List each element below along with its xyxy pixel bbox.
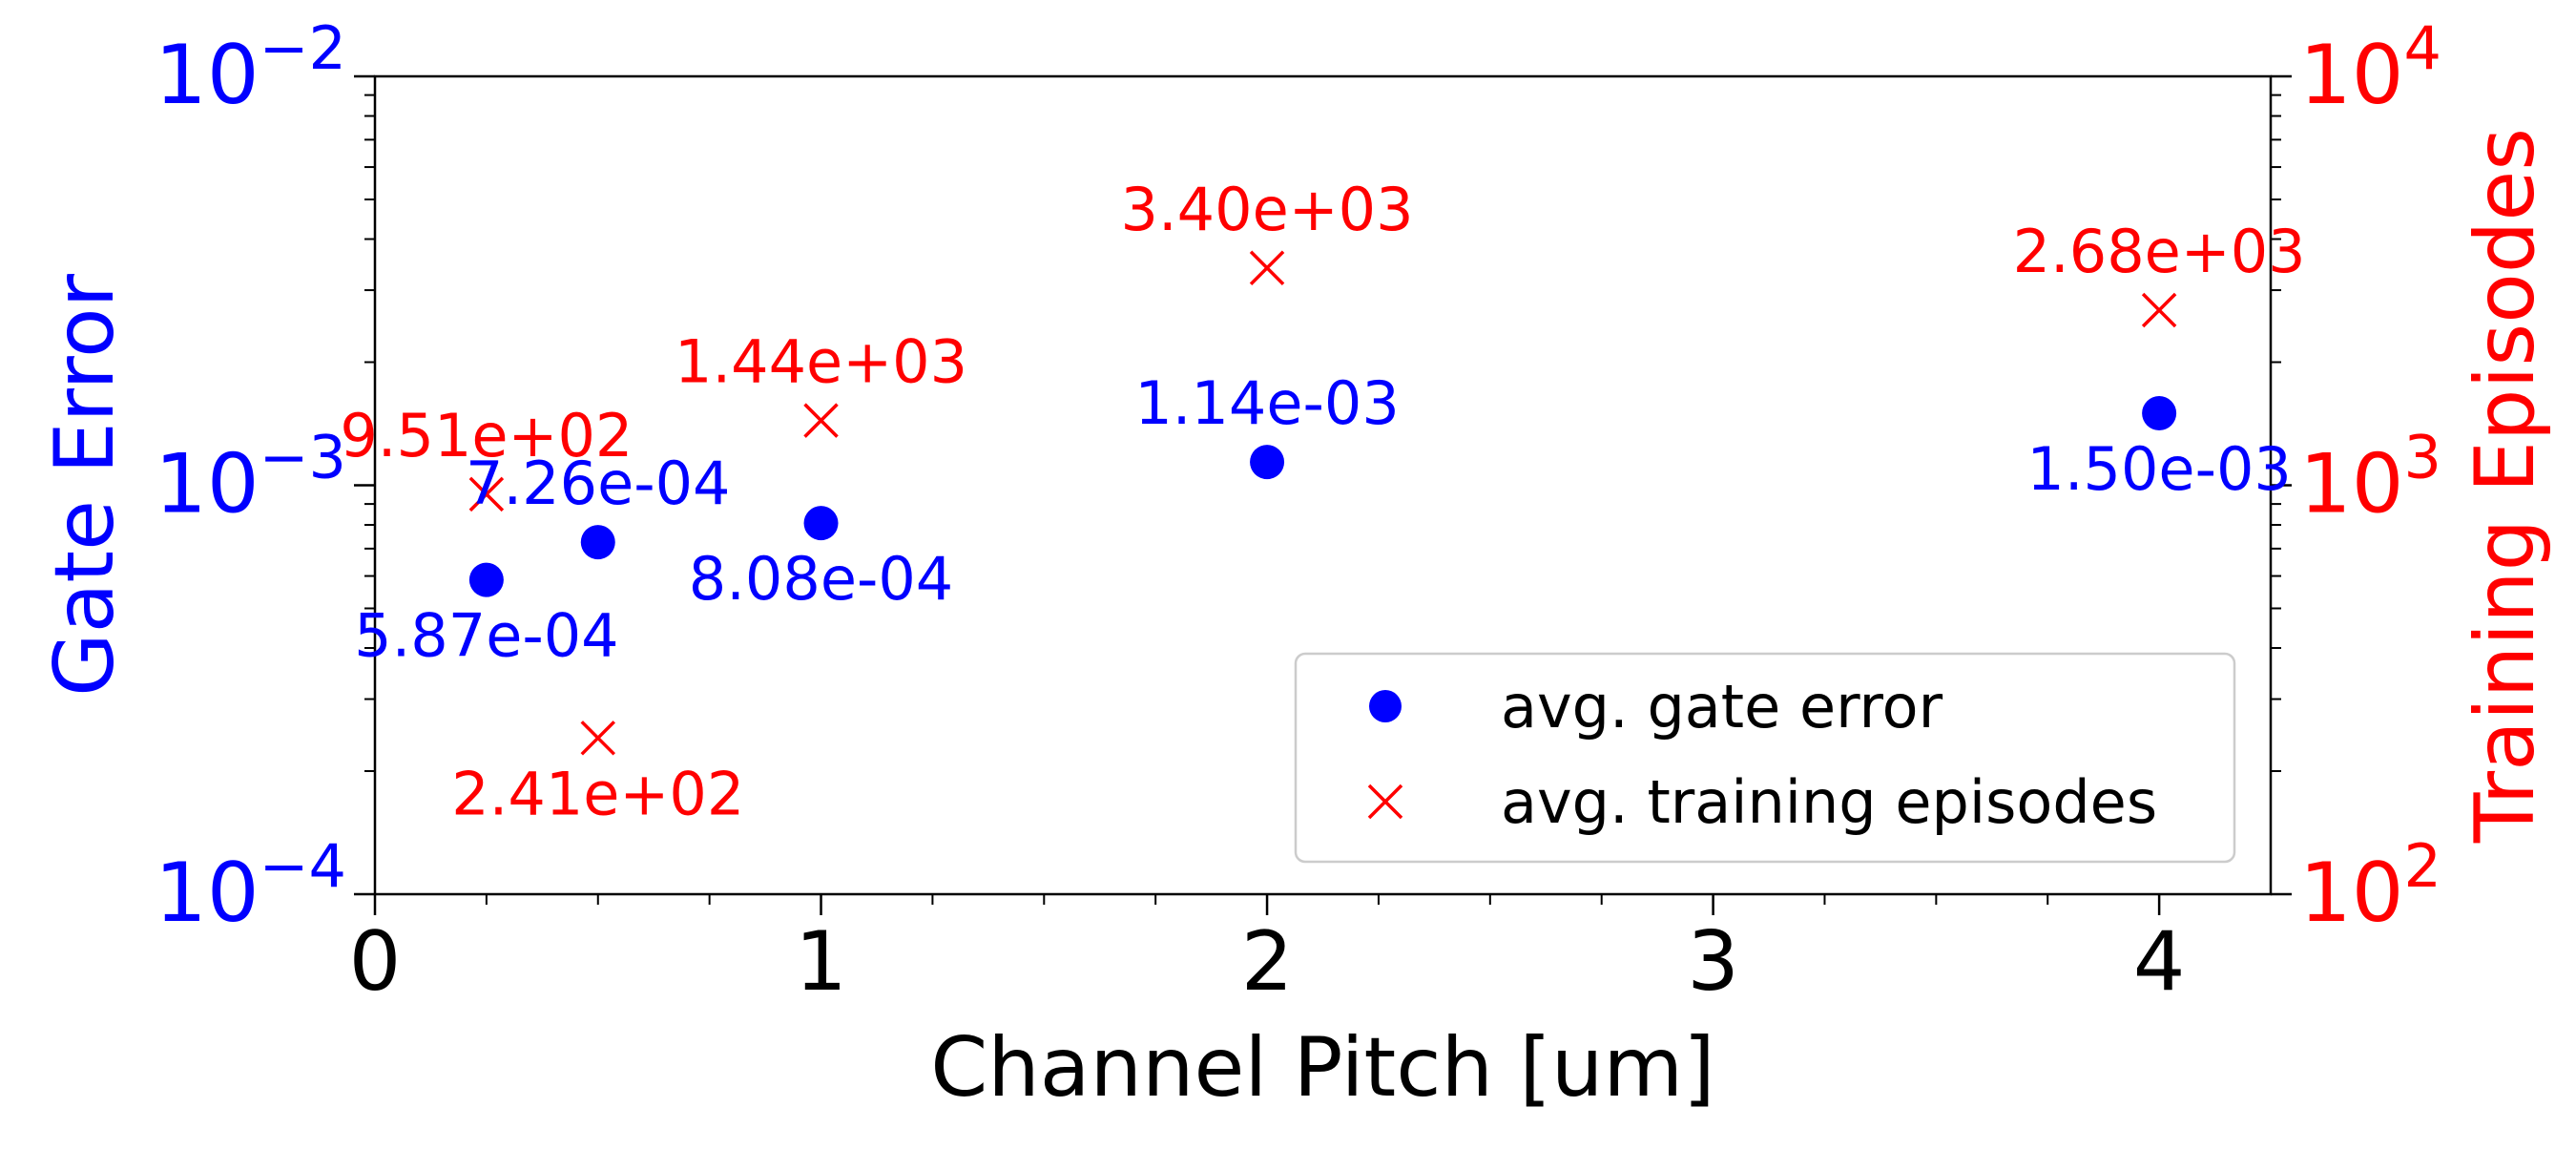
training-episodes-point <box>580 721 616 756</box>
gate-error-data-label: 7.26e-04 <box>466 449 730 518</box>
training-episodes-point <box>1249 250 1285 285</box>
legend-label-gate-error: avg. gate error <box>1501 672 1943 742</box>
training-episodes-point-stroke <box>468 476 505 512</box>
x-tick-label: 2 <box>1241 914 1294 1010</box>
legend-box <box>1294 652 2236 864</box>
training-episodes-data-label: 2.41e+02 <box>451 759 744 828</box>
tick-layer <box>354 74 2292 915</box>
gate-error-point <box>468 562 504 597</box>
legend-marker-x-stroke <box>1367 783 1403 820</box>
legend-marker-gate-error <box>1369 690 1402 722</box>
gate-error-point <box>580 525 615 560</box>
training-episodes-data-label: 9.51e+02 <box>340 401 633 470</box>
right-y-tick-label: 104 <box>2299 13 2441 123</box>
x-axis-label: Channel Pitch [um] <box>930 1020 1715 1116</box>
left-y-tick-label: 10−3 <box>155 423 346 533</box>
training-episodes-data-label: 3.40e+03 <box>1121 175 1414 244</box>
right-y-tick-label: 103 <box>2299 423 2441 533</box>
axis-text-layer: 0 1 2 3 4 10−4 10−3 10−2 102 103 104 <box>155 13 2441 1010</box>
gate-error-point <box>1250 445 1285 480</box>
y-axis-right-label: Training Episodes <box>2458 128 2553 844</box>
gate-error-data-label: 1.50e-03 <box>2026 434 2291 504</box>
y-axis-left-label: Gate Error <box>37 273 133 697</box>
right-y-tick-label: 102 <box>2299 831 2441 941</box>
gate-error-point <box>2142 396 2177 431</box>
marks-layer <box>468 250 2177 756</box>
x-tick-label: 0 <box>349 914 402 1010</box>
gate-error-data-label: 5.87e-04 <box>354 601 618 671</box>
training-episodes-data-label: 1.44e+03 <box>675 327 967 397</box>
training-episodes-point-stroke <box>580 721 616 756</box>
left-y-tick-label: 10−2 <box>155 13 346 123</box>
training-episodes-data-label: 2.68e+03 <box>2013 217 2306 286</box>
gate-error-data-label: 8.08e-04 <box>689 544 953 614</box>
training-episodes-point-stroke <box>803 403 839 438</box>
x-tick-label: 3 <box>1687 914 1739 1010</box>
training-episodes-point-stroke <box>1249 250 1285 285</box>
legend-label-training-episodes: avg. training episodes <box>1501 767 2157 837</box>
training-episodes-point <box>468 476 505 512</box>
x-tick-label: 1 <box>795 914 847 1010</box>
x-tick-label: 4 <box>2133 914 2186 1010</box>
left-y-tick-label: 10−4 <box>155 831 346 941</box>
legend: avg. gate error avg. training episodes <box>1294 652 2236 864</box>
gate-error-point <box>803 506 839 541</box>
gate-error-data-label: 1.14e-03 <box>1134 368 1399 438</box>
training-episodes-point <box>803 403 839 438</box>
training-episodes-point <box>2141 292 2177 328</box>
data-labels-layer: 5.87e-04 7.26e-04 8.08e-04 1.14e-03 1.50e-03… <box>340 175 2305 829</box>
training-episodes-point-stroke <box>2141 292 2177 328</box>
legend-marker-training-episodes <box>1367 783 1403 820</box>
plot-frame <box>373 74 2273 896</box>
